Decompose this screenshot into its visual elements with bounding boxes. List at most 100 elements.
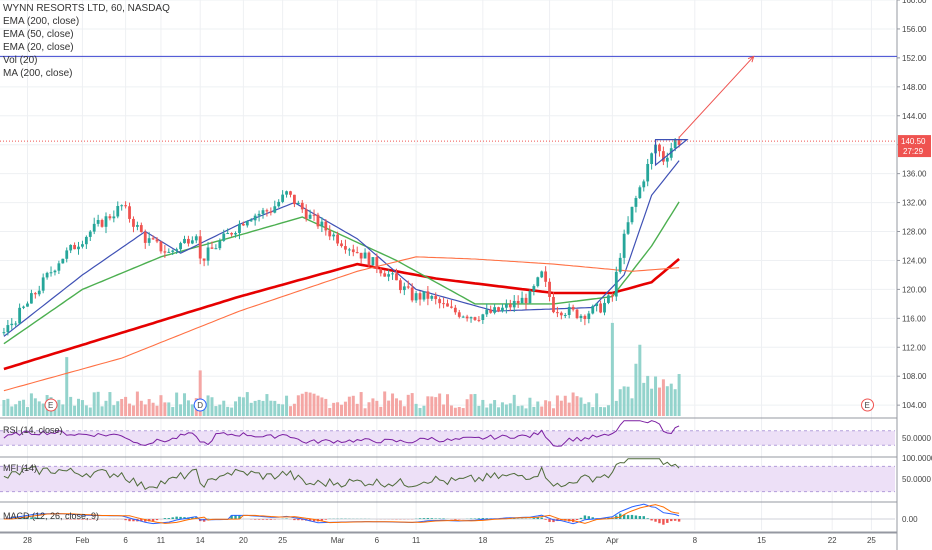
date-tick-label: 14 — [196, 536, 205, 545]
macd-histogram-bar — [481, 518, 485, 519]
volume-bar — [446, 394, 449, 416]
volume-bar — [634, 363, 638, 416]
candle-body — [528, 291, 532, 304]
event-marker-label: E — [48, 401, 53, 410]
candle-body — [579, 315, 583, 319]
candle-body — [367, 252, 371, 266]
volume-bar — [497, 407, 501, 416]
candle-body — [175, 249, 179, 251]
macd-pane-label[interactable]: MACD (12, 26, close, 9) — [3, 511, 100, 521]
volume-bar — [135, 391, 139, 416]
candle-body — [599, 303, 602, 313]
candle-body — [273, 206, 277, 213]
candle-body — [265, 210, 269, 212]
macd-histogram-bar — [662, 519, 665, 525]
candle-body — [536, 277, 540, 287]
candle-body — [108, 216, 112, 219]
volume-bar — [2, 400, 6, 416]
volume-bar — [104, 400, 108, 416]
volume-bar — [532, 406, 536, 416]
volume-bar — [548, 401, 552, 416]
candle-body — [665, 157, 669, 162]
volume-bar — [614, 400, 618, 416]
price-tick-label: 132.00 — [902, 199, 927, 208]
volume-bar — [300, 393, 304, 416]
volume-bar — [116, 401, 120, 416]
candle-body — [324, 221, 328, 231]
candle-body — [414, 293, 418, 301]
candle-body — [45, 272, 49, 278]
volume-bar — [630, 398, 634, 416]
macd-histogram-bar — [253, 519, 257, 520]
candle-body — [120, 205, 124, 207]
volume-bar — [84, 405, 88, 416]
projection-arrow — [678, 56, 755, 138]
candle-body — [163, 251, 167, 253]
candle-body — [340, 243, 343, 247]
macd-histogram-bar — [654, 519, 657, 522]
volume-bar — [363, 408, 367, 416]
candle-body — [501, 307, 504, 312]
macd-histogram-bar — [41, 518, 45, 519]
macd-histogram-bar — [269, 519, 273, 520]
candle-body — [128, 206, 131, 219]
macd-tick-label: 0.00 — [902, 515, 918, 524]
candle-body — [587, 313, 591, 320]
legend-ma-200[interactable]: MA (200, close) — [3, 68, 73, 79]
volume-bar — [190, 404, 194, 416]
macd-histogram-bar — [477, 518, 481, 519]
volume-bar — [677, 374, 681, 416]
volume-bar — [375, 400, 379, 416]
candle-body — [563, 314, 567, 316]
event-marker — [44, 398, 58, 412]
candle-body — [155, 239, 159, 242]
volume-bar — [555, 395, 559, 416]
candle-body — [512, 300, 516, 308]
candle-body — [183, 238, 186, 244]
candle-body — [650, 153, 654, 164]
candle-body — [477, 319, 481, 321]
volume-bar — [182, 393, 186, 416]
volume-bar — [469, 394, 473, 416]
candle-body — [84, 236, 88, 245]
price-tick-label: 156.00 — [902, 25, 927, 34]
candle-body — [257, 213, 261, 216]
legend-ema-200[interactable]: EMA (200, close) — [3, 16, 80, 27]
candle-body — [336, 234, 339, 244]
candle-body — [426, 291, 430, 299]
last-price-value: 140.50 — [901, 137, 926, 146]
volume-bar — [583, 403, 587, 416]
legend-vol[interactable]: Vol (20) — [3, 55, 38, 66]
series-line-ma-200-close- — [3, 256, 680, 392]
volume-bar — [410, 393, 414, 416]
macd-histogram-bar — [293, 519, 296, 521]
candle-body — [92, 223, 96, 232]
mfi-pane-label[interactable]: MFI (14) — [3, 463, 38, 473]
candle-body — [398, 280, 402, 291]
macd-histogram-bar — [257, 519, 261, 520]
candle-body — [583, 315, 587, 320]
volume-bar — [159, 395, 163, 416]
volume-bar — [96, 391, 100, 416]
volume-bar — [477, 405, 481, 416]
volume-bar — [336, 402, 340, 416]
candle-body — [139, 225, 143, 233]
legend-ema-20[interactable]: EMA (20, close) — [3, 42, 74, 53]
candle-body — [226, 233, 230, 235]
volume-bar — [540, 406, 544, 416]
volume-bar — [551, 408, 555, 416]
volume-bar — [438, 393, 442, 416]
volume-bar — [257, 399, 261, 416]
rsi-pane-label[interactable]: RSI (14, close) — [3, 425, 63, 435]
candles — [2, 136, 681, 336]
candle-body — [14, 323, 18, 325]
volume-bar — [18, 400, 22, 416]
legend-title: WYNN RESORTS LTD, 60, NASDAQ — [3, 3, 170, 14]
legend-ema-50[interactable]: EMA (50, close) — [3, 29, 74, 40]
volume-bar — [673, 389, 677, 416]
price-tick-label: 160.00 — [902, 0, 927, 5]
volume-bar — [296, 395, 300, 416]
candle-body — [626, 222, 630, 234]
candle-body — [124, 205, 128, 207]
